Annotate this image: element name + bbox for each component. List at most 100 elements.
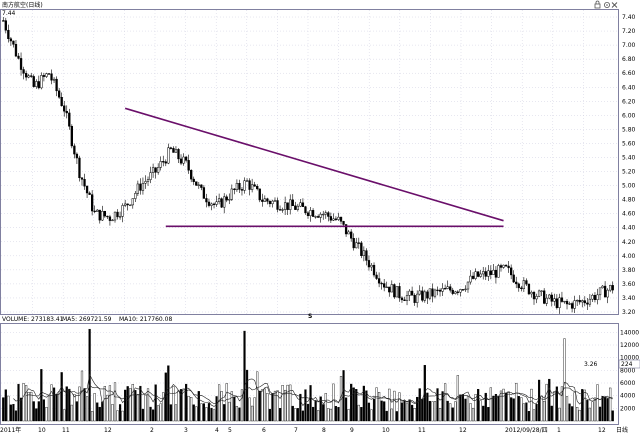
volume-bar (182, 388, 185, 422)
volume-bar (314, 400, 317, 422)
volume-bar (58, 391, 61, 422)
candlestick (555, 294, 559, 310)
volume-bar (344, 397, 348, 422)
volume-bar (548, 378, 551, 422)
candlestick (405, 290, 409, 306)
volume-bar (240, 389, 244, 422)
close-icon[interactable] (611, 2, 618, 8)
volume-bar (568, 403, 571, 422)
candlestick (60, 92, 63, 107)
candlestick (65, 105, 68, 119)
price-panel-frame (0, 9, 619, 315)
ma10-value: MA10: 217760.08 (119, 316, 172, 323)
volume-bar (70, 404, 73, 422)
volume-bar (596, 384, 599, 422)
candlestick (484, 267, 487, 281)
candlestick (535, 293, 538, 304)
candlestick (207, 198, 211, 208)
volume-bar (195, 406, 198, 422)
volume-bar (337, 407, 340, 422)
volume-bar (446, 400, 449, 422)
volume-bar (433, 401, 437, 422)
candlestick (593, 292, 597, 303)
gear-icon[interactable] (604, 2, 611, 8)
candlestick (583, 296, 586, 307)
candlestick (578, 295, 581, 305)
candlestick (441, 283, 444, 297)
volume-bar (576, 407, 579, 422)
volume-bar (362, 385, 365, 422)
price-tick-label: 6.40 (622, 84, 636, 91)
volume-bar (106, 394, 109, 422)
volume-bar (25, 385, 28, 422)
volume-bar (141, 408, 145, 422)
candlestick (47, 73, 51, 75)
candlestick (12, 40, 15, 48)
volume-bar (162, 392, 165, 422)
volume-bar (212, 409, 216, 422)
date-tick-label: 9 (350, 427, 354, 434)
candlestick (352, 233, 355, 251)
volume-bar (32, 401, 35, 422)
candlestick (108, 214, 112, 226)
volume-bar (248, 397, 251, 422)
volume-bar (525, 402, 528, 422)
candlestick (347, 229, 350, 235)
date-tick-label: 12 (459, 427, 467, 434)
candlestick (522, 277, 526, 292)
volume-bar (527, 411, 531, 422)
volume-bar (583, 389, 586, 422)
volume-bar (558, 407, 561, 422)
candlestick (182, 153, 185, 166)
volume-bar (113, 382, 117, 422)
volume-bar (261, 389, 264, 422)
candlestick (423, 289, 426, 303)
date-tick-label: 11 (62, 427, 70, 434)
candlestick (365, 248, 368, 266)
candlestick (377, 272, 381, 288)
volume-bar (601, 395, 604, 422)
candlestick (205, 193, 208, 208)
candlestick (116, 209, 119, 220)
volume-tick-label: 8000 (620, 367, 635, 374)
volume-bar (588, 407, 591, 422)
volume-bar (238, 407, 241, 422)
volume-bar (510, 397, 513, 422)
candlestick (111, 218, 114, 222)
candlestick (131, 198, 134, 209)
candlestick (243, 177, 246, 194)
volume-bar (426, 392, 429, 422)
volume-bar (85, 396, 89, 422)
candlestick (537, 289, 541, 298)
volume-bar (474, 394, 477, 422)
candlestick (332, 213, 335, 221)
candlestick (291, 194, 294, 207)
volume-bar (185, 383, 188, 422)
candlestick (433, 288, 437, 299)
candlestick (393, 283, 396, 299)
candlestick (113, 211, 117, 223)
volume-bar (174, 404, 178, 422)
volume-bar (2, 397, 5, 422)
volume-bar (218, 384, 221, 422)
volume-bar (299, 393, 302, 422)
volume-bar (42, 399, 46, 422)
candlestick (154, 167, 157, 179)
candlestick (329, 212, 333, 224)
volume-bar (281, 385, 284, 422)
candlestick (88, 191, 91, 195)
volume-bar (108, 385, 112, 422)
date-tick-label: 2 (150, 427, 154, 434)
volume-bar (200, 403, 203, 422)
volume-bar (103, 386, 106, 422)
volume-bar (118, 404, 122, 422)
volume-bar (591, 401, 594, 422)
candlestick (428, 288, 432, 301)
volume-tick-label: 4000 (620, 393, 635, 400)
volume-bar (375, 387, 378, 422)
lock-icon[interactable] (594, 0, 601, 9)
candlestick (139, 178, 142, 195)
candlestick (416, 290, 419, 308)
candlestick (299, 198, 302, 208)
